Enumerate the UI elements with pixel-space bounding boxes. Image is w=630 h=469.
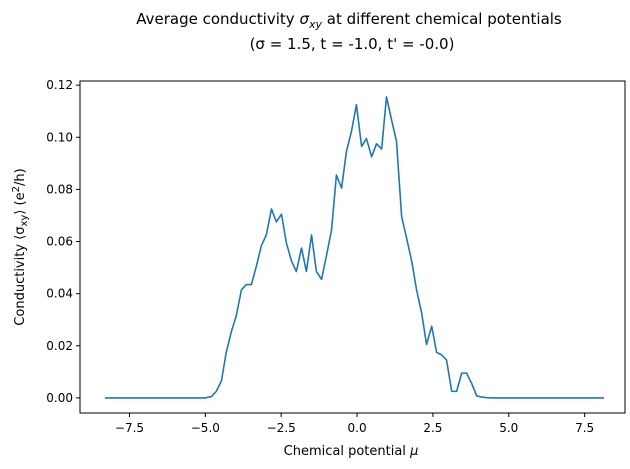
y-tick-label: 0.10 [46,130,73,144]
y-tick-label: 0.06 [46,235,73,249]
y-tick-label: 0.04 [46,287,73,301]
chart-title-line2: (σ = 1.5, t = -1.0, t' = -0.0) [250,35,455,53]
x-tick-label: −2.5 [267,421,296,435]
y-tick-label: 0.12 [46,78,73,92]
y-axis-label: Conductivity ⟨σxy⟩ (e2/h) [11,168,30,325]
x-tick-label: −5.0 [191,421,220,435]
y-tick-label: 0.00 [46,391,73,405]
x-tick-label: 2.5 [423,421,442,435]
x-axis-label: Chemical potential μ [284,444,419,459]
series-line [104,96,605,399]
x-tick-label: −7.5 [115,421,144,435]
x-tick-label: 5.0 [499,421,518,435]
chart-title-line1: Average conductivity σxy at different ch… [136,10,562,31]
plot-frame [79,80,626,414]
y-tick-label: 0.08 [46,182,73,196]
x-tick-label: 0.0 [348,421,367,435]
y-axis: 0.00 0.02 0.04 0.06 0.08 0.10 0.12 [46,78,80,405]
x-axis: −7.5 −5.0 −2.5 0.0 2.5 5.0 7.5 [115,413,594,435]
x-tick-label: 7.5 [575,421,594,435]
y-tick-label: 0.02 [46,339,73,353]
